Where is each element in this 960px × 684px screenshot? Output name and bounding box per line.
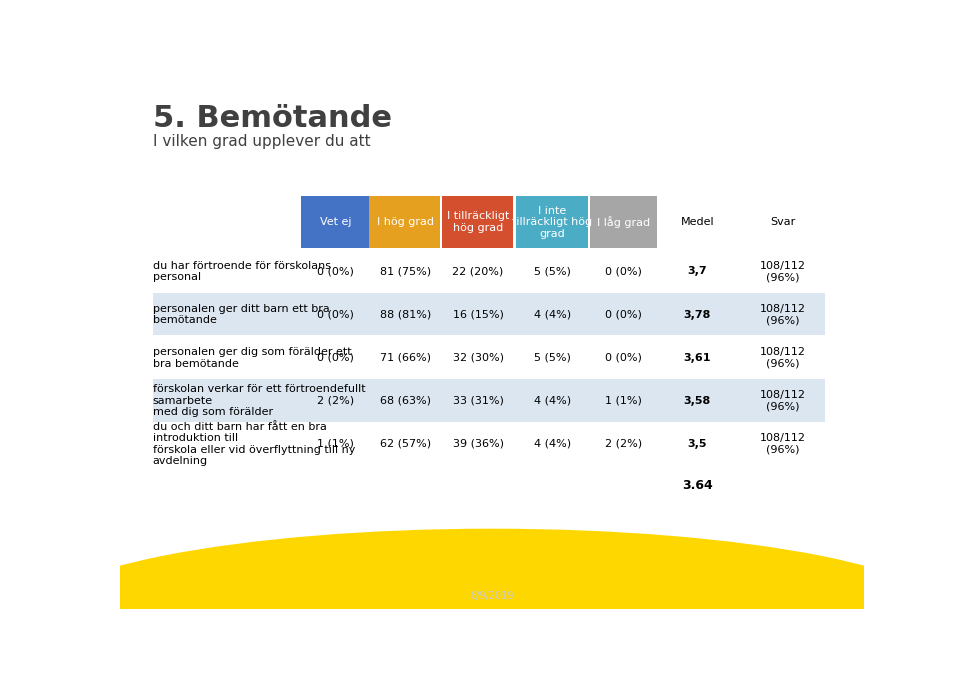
Text: 1 (1%): 1 (1%) xyxy=(606,396,642,406)
Text: 68 (63%): 68 (63%) xyxy=(380,396,431,406)
Text: personalen ger dig som förälder ett
bra bemötande: personalen ger dig som förälder ett bra … xyxy=(153,347,351,369)
Text: du och ditt barn har fått en bra
introduktion till
förskola eller vid överflyttn: du och ditt barn har fått en bra introdu… xyxy=(153,421,355,466)
Text: personalen ger ditt barn ett bra
bemötande: personalen ger ditt barn ett bra bemötan… xyxy=(153,304,329,326)
Text: 2 (2%): 2 (2%) xyxy=(605,439,642,449)
Text: 108/112
(96%): 108/112 (96%) xyxy=(759,304,805,326)
Text: 0 (0%): 0 (0%) xyxy=(606,310,642,319)
Text: Medel: Medel xyxy=(681,218,714,227)
Text: 5 (5%): 5 (5%) xyxy=(534,353,571,363)
Bar xyxy=(370,196,441,248)
Text: 3,61: 3,61 xyxy=(684,353,711,363)
Text: I inte
tillräckligt hög
grad: I inte tillräckligt hög grad xyxy=(513,206,592,239)
Text: 3,5: 3,5 xyxy=(687,439,708,449)
Text: 1 (1%): 1 (1%) xyxy=(317,439,354,449)
Text: 108/112
(96%): 108/112 (96%) xyxy=(759,261,805,282)
Text: 5 (5%): 5 (5%) xyxy=(534,267,571,276)
Text: 0 (0%): 0 (0%) xyxy=(606,353,642,363)
Text: 88 (81%): 88 (81%) xyxy=(379,310,431,319)
Bar xyxy=(516,196,588,248)
Text: 32 (30%): 32 (30%) xyxy=(452,353,504,363)
Text: 0 (0%): 0 (0%) xyxy=(317,353,354,363)
Text: 0 (0%): 0 (0%) xyxy=(317,310,354,319)
Text: förskolan verkar för ett förtroendefullt
samarbete
med dig som förälder: förskolan verkar för ett förtroendefullt… xyxy=(153,384,365,417)
Text: I tillräckligt
hög grad: I tillräckligt hög grad xyxy=(446,211,509,233)
Text: 39 (36%): 39 (36%) xyxy=(452,439,504,449)
Text: du har förtroende för förskolans
personal: du har förtroende för förskolans persona… xyxy=(153,261,330,282)
Text: Vet ej: Vet ej xyxy=(320,218,351,227)
Text: 3,58: 3,58 xyxy=(684,396,711,406)
Ellipse shape xyxy=(27,529,957,684)
Bar xyxy=(442,196,514,248)
Text: 2 (2%): 2 (2%) xyxy=(317,396,354,406)
Text: 3,78: 3,78 xyxy=(684,310,711,319)
Text: 33 (31%): 33 (31%) xyxy=(452,396,503,406)
Text: 4 (4%): 4 (4%) xyxy=(534,310,571,319)
Text: 0 (0%): 0 (0%) xyxy=(317,267,354,276)
Bar xyxy=(589,196,657,248)
Text: Svar: Svar xyxy=(770,218,795,227)
Bar xyxy=(301,196,369,248)
Text: 108/112
(96%): 108/112 (96%) xyxy=(759,347,805,369)
Text: 81 (75%): 81 (75%) xyxy=(379,267,431,276)
Text: 22 (20%): 22 (20%) xyxy=(452,267,504,276)
Text: 3,7: 3,7 xyxy=(687,267,708,276)
Text: 16 (15%): 16 (15%) xyxy=(452,310,503,319)
Text: 8/9/2019: 8/9/2019 xyxy=(470,592,514,601)
Text: 5. Bemötande: 5. Bemötande xyxy=(153,104,392,133)
Text: 4 (4%): 4 (4%) xyxy=(534,439,571,449)
Text: I hög grad: I hög grad xyxy=(376,218,434,227)
Text: 108/112
(96%): 108/112 (96%) xyxy=(759,433,805,455)
Text: 0 (0%): 0 (0%) xyxy=(606,267,642,276)
Bar xyxy=(153,380,826,421)
Text: 62 (57%): 62 (57%) xyxy=(379,439,431,449)
Text: 4 (4%): 4 (4%) xyxy=(534,396,571,406)
Bar xyxy=(153,293,826,335)
Text: 71 (66%): 71 (66%) xyxy=(380,353,431,363)
Text: 3.64: 3.64 xyxy=(682,479,712,492)
Text: 108/112
(96%): 108/112 (96%) xyxy=(759,390,805,412)
Text: I låg grad: I låg grad xyxy=(597,216,650,228)
Text: I vilken grad upplever du att: I vilken grad upplever du att xyxy=(153,135,371,149)
